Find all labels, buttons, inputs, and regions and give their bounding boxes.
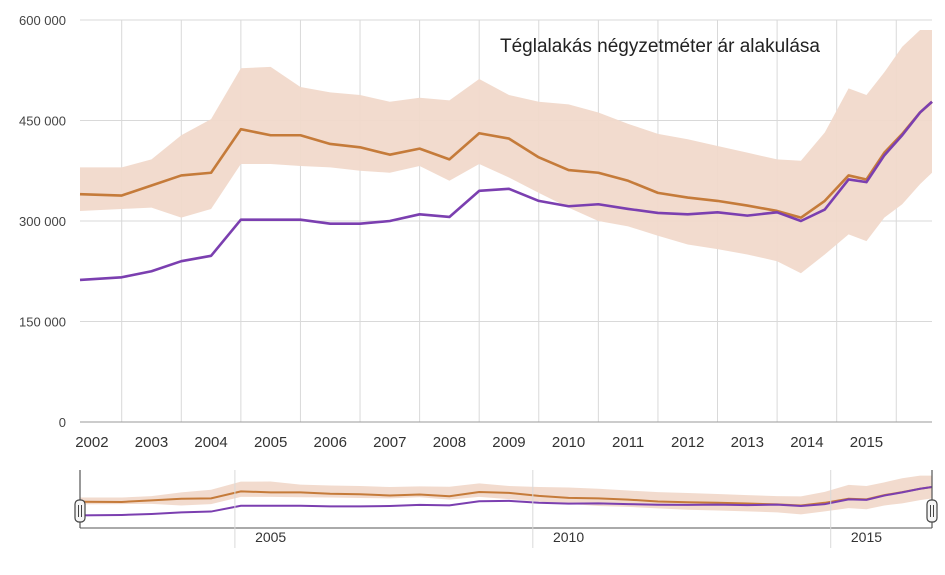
y-tick-label: 0: [59, 415, 66, 430]
chart-title: Téglalakás négyzetméter ár alakulása: [500, 36, 820, 57]
navigator-band: [80, 470, 932, 528]
navigator-tick-label: 2005: [255, 529, 286, 545]
range-band: [80, 30, 932, 274]
series-line-2: [79, 100, 933, 282]
y-axis: 0 150 000 300 000 450 000 600 000: [19, 13, 66, 430]
x-tick-label: 2011: [612, 434, 644, 451]
x-tick-label: 2008: [433, 434, 466, 451]
x-tick-label: 2006: [314, 434, 347, 451]
range-navigator[interactable]: 2005 2010 2015: [74, 470, 938, 548]
navigator-handles: [74, 499, 938, 523]
x-tick-label: 2009: [492, 434, 525, 451]
y-tick-label: 600 000: [19, 13, 66, 28]
x-tick-label: 2014: [790, 434, 823, 451]
main-band: [80, 30, 932, 274]
x-tick-label: 2013: [731, 434, 764, 451]
x-tick-label: 2005: [254, 434, 287, 451]
x-tick-label: 2004: [194, 434, 227, 451]
x-axis: 2002 2003 2004 2005 2006 2007 2008 2009 2010 2011…: [75, 421, 932, 451]
x-tick-label: 2010: [552, 434, 585, 451]
navigator-tick-label: 2010: [553, 529, 584, 545]
navigator-right-handle[interactable]: [926, 499, 938, 523]
x-tick-label: 2003: [135, 434, 168, 451]
x-tick-label: 2015: [850, 434, 883, 451]
x-tick-label: 2002: [75, 434, 108, 451]
y-tick-label: 150 000: [19, 315, 66, 330]
navigator-tick-label: 2015: [851, 529, 882, 545]
navigator-left-handle[interactable]: [74, 499, 86, 523]
y-tick-label: 300 000: [19, 214, 66, 229]
navigator-lines: [79, 486, 933, 517]
main-lines: [79, 100, 933, 282]
x-tick-label: 2007: [373, 434, 406, 451]
y-tick-label: 450 000: [19, 114, 66, 129]
x-tick-label: 2012: [671, 434, 704, 451]
series-line-1: [79, 100, 933, 219]
navigator-series-line-2: [79, 486, 933, 517]
